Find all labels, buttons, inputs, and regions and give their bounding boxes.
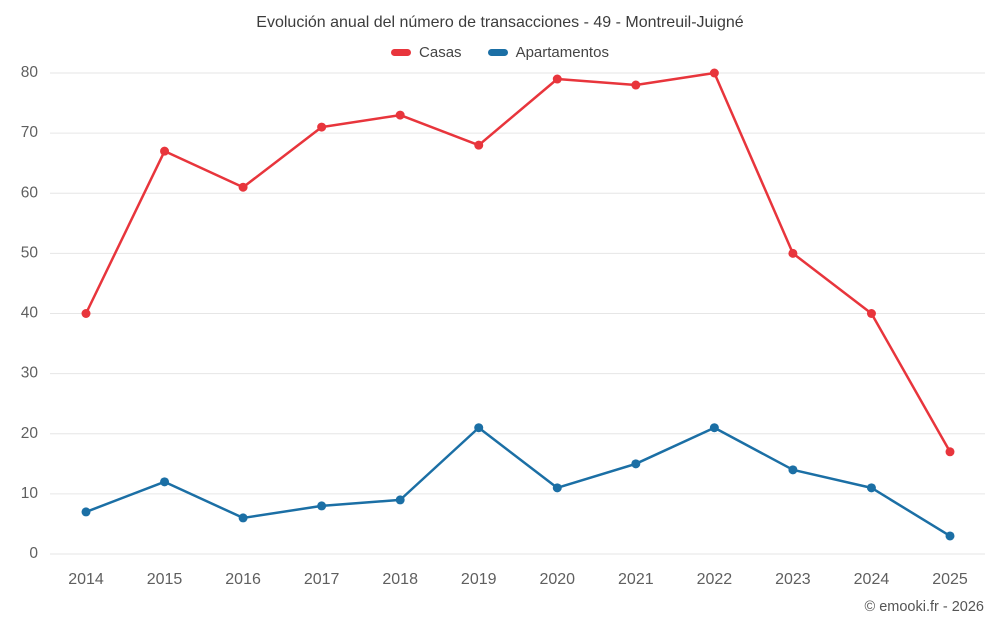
data-point-apartamentos bbox=[945, 531, 955, 541]
legend-label-casas: Casas bbox=[419, 44, 462, 61]
data-point-casas bbox=[395, 110, 405, 120]
y-axis-tick-label: 60 bbox=[21, 184, 39, 201]
y-axis-tick-label: 0 bbox=[29, 545, 38, 562]
x-axis-tick-label: 2020 bbox=[539, 571, 575, 588]
y-axis-tick-label: 80 bbox=[21, 64, 39, 81]
x-axis-tick-label: 2015 bbox=[147, 571, 183, 588]
legend-swatch-casas-icon bbox=[391, 49, 412, 56]
x-axis-tick-label: 2025 bbox=[932, 571, 968, 588]
x-axis-tick-label: 2017 bbox=[304, 571, 340, 588]
series-line-casas bbox=[84, 71, 952, 454]
data-point-apartamentos bbox=[317, 501, 327, 511]
data-point-casas bbox=[709, 68, 719, 78]
data-point-apartamentos bbox=[866, 483, 876, 493]
data-point-casas bbox=[160, 146, 170, 156]
legend-item-apartamentos[interactable]: Apartamentos bbox=[487, 44, 609, 61]
y-axis-tick-label: 10 bbox=[21, 485, 39, 502]
y-axis-tick-label: 70 bbox=[21, 124, 39, 141]
data-point-casas bbox=[81, 309, 91, 318]
x-axis-tick-label: 2018 bbox=[382, 571, 418, 588]
legend-swatch-apartamentos-icon bbox=[487, 49, 508, 56]
data-point-casas bbox=[238, 182, 248, 192]
x-axis-tick-label: 2019 bbox=[461, 571, 497, 588]
legend: Casas Apartamentos bbox=[0, 44, 1000, 61]
data-point-casas bbox=[945, 447, 955, 457]
data-point-apartamentos bbox=[552, 483, 562, 493]
x-axis-tick-label: 2021 bbox=[618, 571, 654, 588]
chart-title: Evolución anual del número de transaccio… bbox=[256, 14, 744, 31]
data-point-casas bbox=[631, 80, 641, 90]
legend-label-apartamentos: Apartamentos bbox=[515, 44, 609, 61]
legend-item-casas[interactable]: Casas bbox=[391, 44, 462, 61]
data-point-casas bbox=[866, 309, 876, 318]
x-axis-tick-label: 2014 bbox=[68, 571, 104, 588]
data-point-apartamentos bbox=[709, 423, 719, 433]
data-point-casas bbox=[474, 140, 484, 150]
y-axis-tick-label: 30 bbox=[21, 365, 39, 382]
data-point-apartamentos bbox=[395, 495, 405, 505]
x-axis-tick-label: 2022 bbox=[697, 571, 733, 588]
data-point-casas bbox=[788, 248, 798, 258]
x-axis-tick-label: 2023 bbox=[775, 571, 811, 588]
data-point-apartamentos bbox=[81, 507, 91, 517]
x-axis-tick-label: 2016 bbox=[225, 571, 261, 588]
data-point-apartamentos bbox=[160, 477, 170, 487]
data-point-apartamentos bbox=[474, 423, 484, 433]
footer-attribution: © emooki.fr - 2026 bbox=[864, 599, 984, 615]
y-axis-tick-label: 40 bbox=[21, 305, 39, 322]
y-axis-tick-label: 20 bbox=[21, 425, 39, 442]
x-axis-tick-label: 2024 bbox=[854, 571, 890, 588]
data-point-apartamentos bbox=[238, 513, 248, 523]
data-point-casas bbox=[317, 122, 327, 132]
series-line-apartamentos bbox=[84, 426, 952, 538]
data-point-apartamentos bbox=[631, 459, 641, 469]
data-point-casas bbox=[552, 74, 562, 84]
data-point-apartamentos bbox=[788, 465, 798, 475]
y-axis-tick-label: 50 bbox=[21, 244, 39, 261]
